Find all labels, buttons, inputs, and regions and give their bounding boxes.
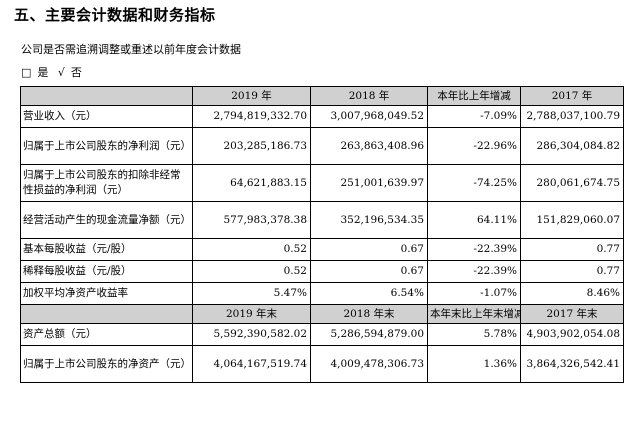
section-title: 五、主要会计数据和财务指标 — [14, 6, 216, 24]
table-cell: 280,061,674.75 — [520, 164, 624, 202]
table-row: 归属于上市公司股东的净资产（元） 4,064,167,519.74 4,009,47… — [20, 345, 624, 383]
table-row: 基本每股收益（元/股） 0.52 0.67 -22.39% 0.77 — [20, 238, 624, 261]
column-header: 2019 年末 — [192, 304, 311, 324]
table-cell: -22.39% — [427, 238, 521, 261]
row-label: 归属于上市公司股东的净资产（元） — [20, 345, 193, 383]
table-cell: 0.77 — [520, 238, 624, 261]
column-header: 2018 年 — [310, 86, 428, 106]
column-header: 2018 年末 — [310, 304, 428, 324]
table-row: 归属于上市公司股东的净利润（元） 203,285,186.73 263,863,40… — [20, 127, 624, 165]
table-cell: 5.47% — [192, 282, 311, 305]
financial-indicators-table: 2019 年 2018 年本年比上年增减 2017 年营业收入（元） 2,794,81… — [20, 86, 624, 383]
table-cell: 151,829,060.07 — [520, 201, 624, 239]
table-cell: 1.36% — [427, 345, 521, 383]
table-header-row: 2019 年末 2018 年末 本年末比上年末增减 2017 年末 — [20, 304, 624, 324]
column-header — [20, 86, 193, 106]
table-row: 经营活动产生的现金流量净额（元） 577,983,378.38 352,196,53… — [20, 201, 624, 239]
row-label: 基本每股收益（元/股） — [20, 238, 193, 261]
table-cell: 352,196,534.35 — [310, 201, 428, 239]
table-row: 加权平均净资产收益率 5.47% 6.54% -1.07% 8.46% — [20, 282, 624, 305]
table-cell: 3,007,968,049.52 — [310, 105, 428, 128]
table-cell: 2,794,819,332.70 — [192, 105, 311, 128]
column-header: 本年比上年增减 — [427, 86, 521, 106]
table-cell: 263,863,408.96 — [310, 127, 428, 165]
column-header: 本年末比上年末增减 — [427, 304, 521, 324]
restatement-question: 公司是否需追溯调整或重述以前年度会计数据 — [21, 43, 241, 56]
yes-label: 是 — [37, 66, 49, 79]
table-cell: 0.52 — [192, 260, 311, 283]
table-cell: 4,009,478,306.73 — [310, 345, 428, 383]
restatement-answer: □ 是 √ 否 — [21, 64, 88, 80]
table-cell: 0.77 — [520, 260, 624, 283]
no-label: 否 — [70, 66, 82, 79]
table-cell: 3,864,326,542.41 — [520, 345, 624, 383]
table-row: 营业收入（元） 2,794,819,332.70 3,007,968,049.52-… — [20, 105, 624, 128]
table-cell: -1.07% — [427, 282, 521, 305]
table-cell: 64.11% — [427, 201, 521, 239]
row-label: 加权平均净资产收益率 — [20, 282, 193, 305]
table-row: 稀释每股收益（元/股） 0.52 0.67 -22.39% 0.77 — [20, 260, 624, 283]
column-header: 2019 年 — [192, 86, 311, 106]
table-cell: 4,903,902,054.08 — [520, 323, 624, 346]
table-cell: -22.96% — [427, 127, 521, 165]
table-cell: 0.67 — [310, 238, 428, 261]
column-header — [20, 304, 193, 324]
table-cell: -7.09% — [427, 105, 521, 128]
table-cell: -22.39% — [427, 260, 521, 283]
no-checkmark[interactable]: √ — [57, 66, 65, 79]
table-header-row: 2019 年 2018 年本年比上年增减 2017 年 — [20, 86, 624, 106]
table-cell: 4,064,167,519.74 — [192, 345, 311, 383]
table-cell: 6.54% — [310, 282, 428, 305]
table-cell: 8.46% — [520, 282, 624, 305]
table-cell: 5,592,390,582.02 — [192, 323, 311, 346]
yes-checkbox[interactable]: □ — [21, 66, 32, 79]
row-label: 营业收入（元） — [20, 105, 193, 128]
row-label: 经营活动产生的现金流量净额（元） — [20, 201, 193, 239]
table-cell: 5,286,594,879.00 — [310, 323, 428, 346]
table-row: 资产总额（元） 5,592,390,582.02 5,286,594,879.00 5… — [20, 323, 624, 346]
table-cell: 2,788,037,100.79 — [520, 105, 624, 128]
table-cell: -74.25% — [427, 164, 521, 202]
row-label: 稀释每股收益（元/股） — [20, 260, 193, 283]
row-label: 归属于上市公司股东的扣除非经常性损益的净利润（元） — [20, 164, 193, 202]
table-row: 归属于上市公司股东的扣除非经常性损益的净利润（元） 64,621,883.15 25… — [20, 164, 624, 202]
table-cell: 286,304,084.82 — [520, 127, 624, 165]
table-cell: 577,983,378.38 — [192, 201, 311, 239]
table-cell: 5.78% — [427, 323, 521, 346]
table-cell: 203,285,186.73 — [192, 127, 311, 165]
row-label: 资产总额（元） — [20, 323, 193, 346]
table-cell: 0.52 — [192, 238, 311, 261]
column-header: 2017 年 — [520, 86, 624, 106]
table-cell: 64,621,883.15 — [192, 164, 311, 202]
table-cell: 251,001,639.97 — [310, 164, 428, 202]
row-label: 归属于上市公司股东的净利润（元） — [20, 127, 193, 165]
column-header: 2017 年末 — [520, 304, 624, 324]
table-cell: 0.67 — [310, 260, 428, 283]
